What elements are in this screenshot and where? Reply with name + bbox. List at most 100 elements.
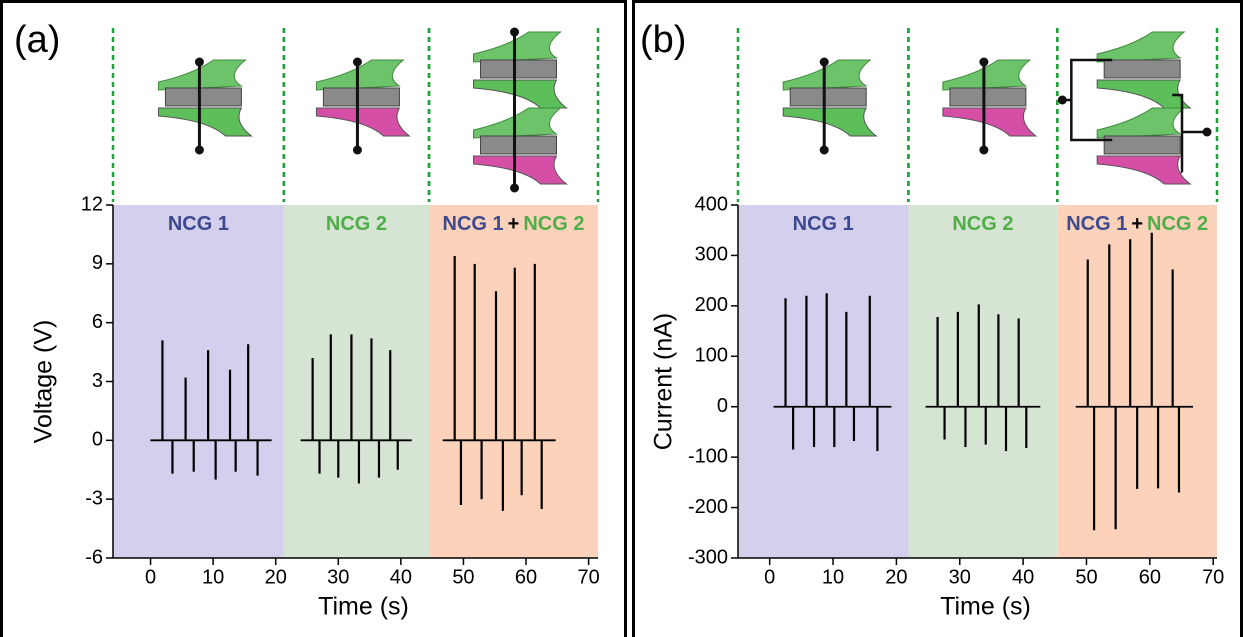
y-tick-label: -6	[85, 546, 103, 568]
x-axis-title: Time (s)	[318, 593, 409, 621]
x-tick-label: 0	[764, 566, 775, 588]
icon-core	[164, 87, 242, 107]
region-label-part: NCG 2	[326, 213, 387, 235]
y-tick-label: 9	[92, 252, 103, 274]
y-tick-label: -200	[688, 496, 728, 518]
icon-core	[480, 135, 558, 155]
icon-sheet	[157, 107, 253, 137]
region-label: NCG 1 + NCG 2	[1066, 213, 1208, 235]
y-tick-label: 6	[92, 311, 103, 333]
region-label-part: NCG 2	[523, 213, 584, 235]
x-tick-label: 60	[515, 566, 537, 588]
y-tick-label: 0	[717, 395, 728, 417]
region-label-part: NCG 1	[1066, 213, 1127, 235]
icon-dot	[352, 57, 362, 67]
x-tick-label: 30	[327, 566, 349, 588]
icon-sheet	[473, 79, 568, 109]
region	[283, 205, 430, 558]
panel-label: (a)	[14, 19, 60, 61]
region-label: NCG 1	[168, 213, 229, 235]
panel-frame	[0, 0, 627, 637]
x-tick-label: 50	[452, 566, 474, 588]
icon-core	[1103, 59, 1181, 79]
x-tick-label: 40	[390, 566, 412, 588]
icon-sheet	[782, 107, 878, 137]
icon-core	[480, 59, 558, 79]
icon-core	[1103, 135, 1181, 155]
y-tick-label: -3	[85, 487, 103, 509]
icon-dot	[979, 145, 989, 155]
x-tick-label: 20	[885, 566, 907, 588]
y-tick-label: -300	[688, 546, 728, 568]
icon-sheet	[473, 107, 562, 139]
x-tick-label: 20	[265, 566, 287, 588]
icon-core	[949, 87, 1027, 107]
icon-dot	[352, 145, 362, 155]
y-axis-title: Current (nA)	[650, 313, 678, 451]
x-tick-label: 70	[1202, 566, 1224, 588]
icon-sheet	[315, 107, 411, 137]
icon-sheet	[157, 59, 247, 91]
icon-core	[322, 87, 400, 107]
x-tick-label: 30	[949, 566, 971, 588]
region	[113, 205, 284, 558]
x-tick-label: 10	[202, 566, 224, 588]
region-label: NCG 1	[793, 213, 854, 235]
region-label-part: NCG 2	[1147, 213, 1208, 235]
icon-dot	[1057, 95, 1067, 105]
chart: (b)NCG 1 NCG 2 NCG 1 + NCG 2-300-200-1000100…	[640, 19, 1224, 621]
y-tick-label: 0	[92, 429, 103, 451]
icon-dot	[194, 145, 204, 155]
icon-sheet	[942, 107, 1038, 137]
region-label-part: NCG 1	[443, 213, 504, 235]
x-tick-label: 60	[1139, 566, 1161, 588]
icon-dot	[510, 183, 520, 193]
region-label-part: NCG 1	[793, 213, 854, 235]
region-label-part: +	[1131, 213, 1143, 235]
region	[908, 205, 1058, 558]
icon-sheet	[782, 59, 872, 91]
y-axis-title: Voltage (V)	[30, 320, 58, 444]
x-tick-label: 0	[145, 566, 156, 588]
icon-dot	[819, 145, 829, 155]
icon-dot	[510, 27, 520, 37]
icon-sheet	[1096, 107, 1186, 139]
region-label: NCG 2	[326, 213, 387, 235]
y-tick-label: 3	[92, 370, 103, 392]
icon-dot	[1202, 127, 1212, 137]
panel-frame	[632, 0, 1243, 637]
x-tick-label: 70	[577, 566, 599, 588]
x-tick-label: 40	[1012, 566, 1034, 588]
y-tick-label: 300	[695, 244, 728, 266]
region	[738, 205, 909, 558]
x-tick-label: 50	[1075, 566, 1097, 588]
y-tick-label: 100	[695, 345, 728, 367]
icon-dot	[819, 57, 829, 67]
icon-sheet	[473, 155, 568, 185]
icon-core	[789, 87, 867, 107]
icon-wire	[1064, 58, 1205, 174]
region-label-part: NCG 1	[168, 213, 229, 235]
icon-sheet	[1096, 31, 1186, 63]
icon-dot	[979, 57, 989, 67]
y-tick-label: -100	[688, 445, 728, 467]
region	[429, 205, 598, 558]
panel-label: (b)	[640, 19, 686, 61]
y-tick-label: 400	[695, 193, 728, 215]
region-label-part: +	[508, 213, 520, 235]
icon-dot	[194, 57, 204, 67]
icon-sheet	[473, 31, 562, 63]
icon-sheet	[315, 59, 405, 91]
region-label: NCG 1 + NCG 2	[443, 213, 585, 235]
y-tick-label: 12	[81, 193, 103, 215]
region-label: NCG 2	[952, 213, 1013, 235]
icon-sheet	[942, 59, 1032, 91]
icon-sheet	[1096, 155, 1192, 185]
region-label-part: NCG 2	[952, 213, 1013, 235]
y-tick-label: 200	[695, 294, 728, 316]
x-axis-title: Time (s)	[940, 593, 1031, 621]
x-tick-label: 10	[822, 566, 844, 588]
region	[1057, 205, 1217, 558]
